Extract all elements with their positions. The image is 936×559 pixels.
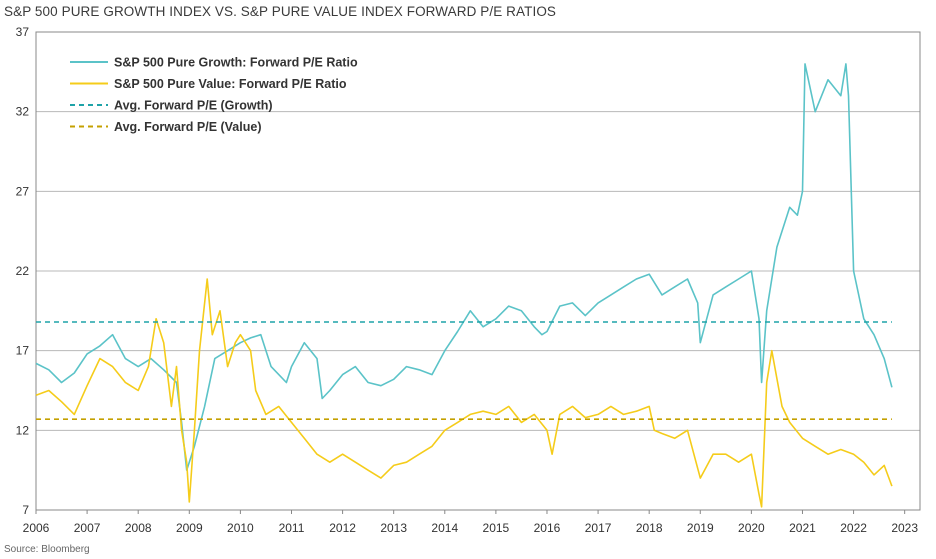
- x-tick-label: 2021: [789, 521, 816, 535]
- y-tick-label: 12: [16, 423, 30, 437]
- y-tick-label: 32: [16, 105, 30, 119]
- x-tick-label: 2014: [431, 521, 458, 535]
- x-tick-label: 2017: [585, 521, 612, 535]
- y-tick-label: 17: [16, 344, 30, 358]
- x-tick-label: 2020: [738, 521, 765, 535]
- chart-title: S&P 500 PURE GROWTH INDEX VS. S&P PURE V…: [4, 4, 557, 19]
- x-tick-label: 2008: [125, 521, 152, 535]
- x-tick-label: 2018: [636, 521, 663, 535]
- x-tick-label: 2022: [840, 521, 867, 535]
- x-tick-label: 2019: [687, 521, 714, 535]
- legend-label: Avg. Forward P/E (Value): [114, 120, 262, 134]
- x-tick-label: 2015: [483, 521, 510, 535]
- legend-label: S&P 500 Pure Value: Forward P/E Ratio: [114, 77, 347, 91]
- legend: S&P 500 Pure Growth: Forward P/E Ratio S&…: [70, 56, 358, 134]
- legend-label: Avg. Forward P/E (Growth): [114, 99, 273, 113]
- x-tick-label: 2023: [891, 521, 918, 535]
- legend-label: S&P 500 Pure Growth: Forward P/E Ratio: [114, 56, 358, 70]
- plot-frame: [35, 31, 921, 511]
- x-tick-label: 2016: [534, 521, 561, 535]
- y-tick-label: 7: [22, 503, 29, 517]
- x-tick-label: 2010: [227, 521, 254, 535]
- x-tick-label: 2007: [74, 521, 101, 535]
- growth-series-line: [35, 63, 893, 472]
- series-lines: [35, 63, 893, 508]
- x-tick-label: 2009: [176, 521, 203, 535]
- y-axis-ticks: 7 12 17 22 27 32 37: [16, 25, 30, 517]
- x-axis-ticks: 2006 2007 2008 2009 2010 2011 2012 2013 2014 2015…: [23, 510, 918, 535]
- x-tick-label: 2012: [329, 521, 356, 535]
- x-tick-label: 2013: [380, 521, 407, 535]
- y-tick-label: 37: [16, 25, 30, 39]
- y-tick-label: 22: [16, 264, 30, 278]
- value-series-line: [35, 278, 893, 508]
- x-tick-label: 2006: [23, 521, 50, 535]
- y-tick-label: 27: [16, 184, 30, 198]
- source-note: Source: Bloomberg: [4, 544, 90, 555]
- x-tick-label: 2011: [279, 521, 305, 535]
